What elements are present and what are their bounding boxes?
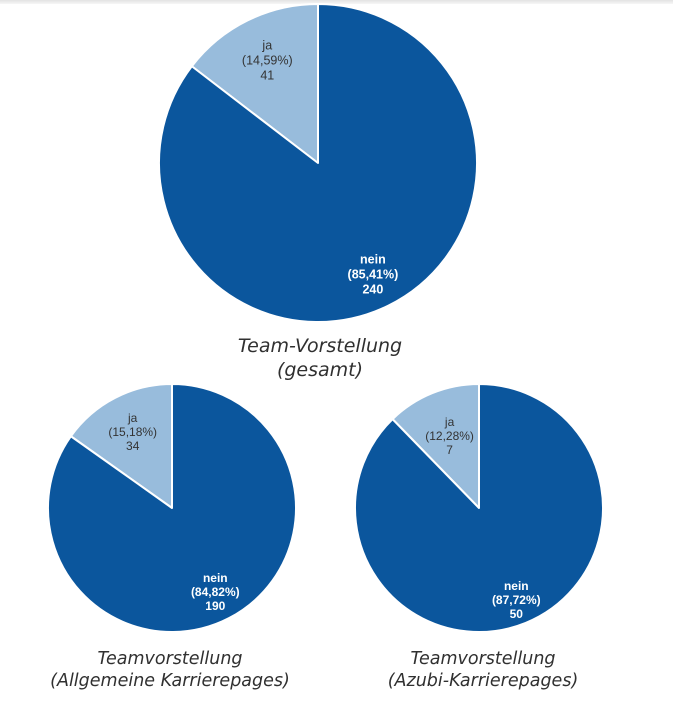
chart-title-line-1: Team-Vorstellung: [237, 335, 403, 357]
pie-slice-label-nein: nein (84,82%) 190: [191, 571, 240, 613]
chart-title-line-1: Teamvorstellung: [410, 649, 556, 669]
pie-slice-label-ja: ja (15,18%) 34: [108, 411, 157, 453]
chart-title-azubi-karrierepages: Teamvorstellung (Azubi-Karrierepages): [313, 648, 653, 693]
chart-title-line-2: (gesamt): [276, 359, 364, 382]
pie-slice-nein: [158, 3, 479, 323]
pie-slice-label-ja: ja (14,59%) 41: [242, 39, 293, 83]
chart-title-allgemeine-karrierepages: Teamvorstellung (Allgemeine Karrierepage…: [0, 648, 340, 693]
pie-slice-label-nein: nein (87,72%) 50: [492, 579, 541, 621]
pie-slice-label-nein: nein (85,41%) 240: [348, 253, 399, 297]
chart-title-line-2: (Allgemeine Karrierepages): [50, 671, 290, 692]
page-top-edge-strip: [0, 0, 673, 4]
pie-chart-teamvorstellung-azubi-karrierepages: ja (12,28%) 7 nein (87,72%) 50: [354, 383, 605, 633]
chart-title-gesamt: Team-Vorstellung (gesamt): [20, 334, 620, 383]
pie-chart-team-vorstellung-gesamt: ja (14,59%) 41 nein (85,41%) 240: [158, 3, 479, 323]
pie-slice-ja: [391, 383, 480, 509]
pie-chart-teamvorstellung-allgemeine-karrierepages: ja (15,18%) 34 nein (84,82%) 190: [47, 383, 297, 633]
chart-title-line-2: (Azubi-Karrierepages): [387, 671, 579, 692]
pie-slice-ja: [69, 383, 173, 509]
pie-slice-label-ja: ja (12,28%) 7: [425, 415, 474, 457]
pie-slice-ja: [190, 3, 319, 164]
pie-slice-nein: [354, 383, 605, 633]
pie-slice-nein: [47, 383, 297, 633]
chart-title-line-1: Teamvorstellung: [97, 649, 243, 669]
